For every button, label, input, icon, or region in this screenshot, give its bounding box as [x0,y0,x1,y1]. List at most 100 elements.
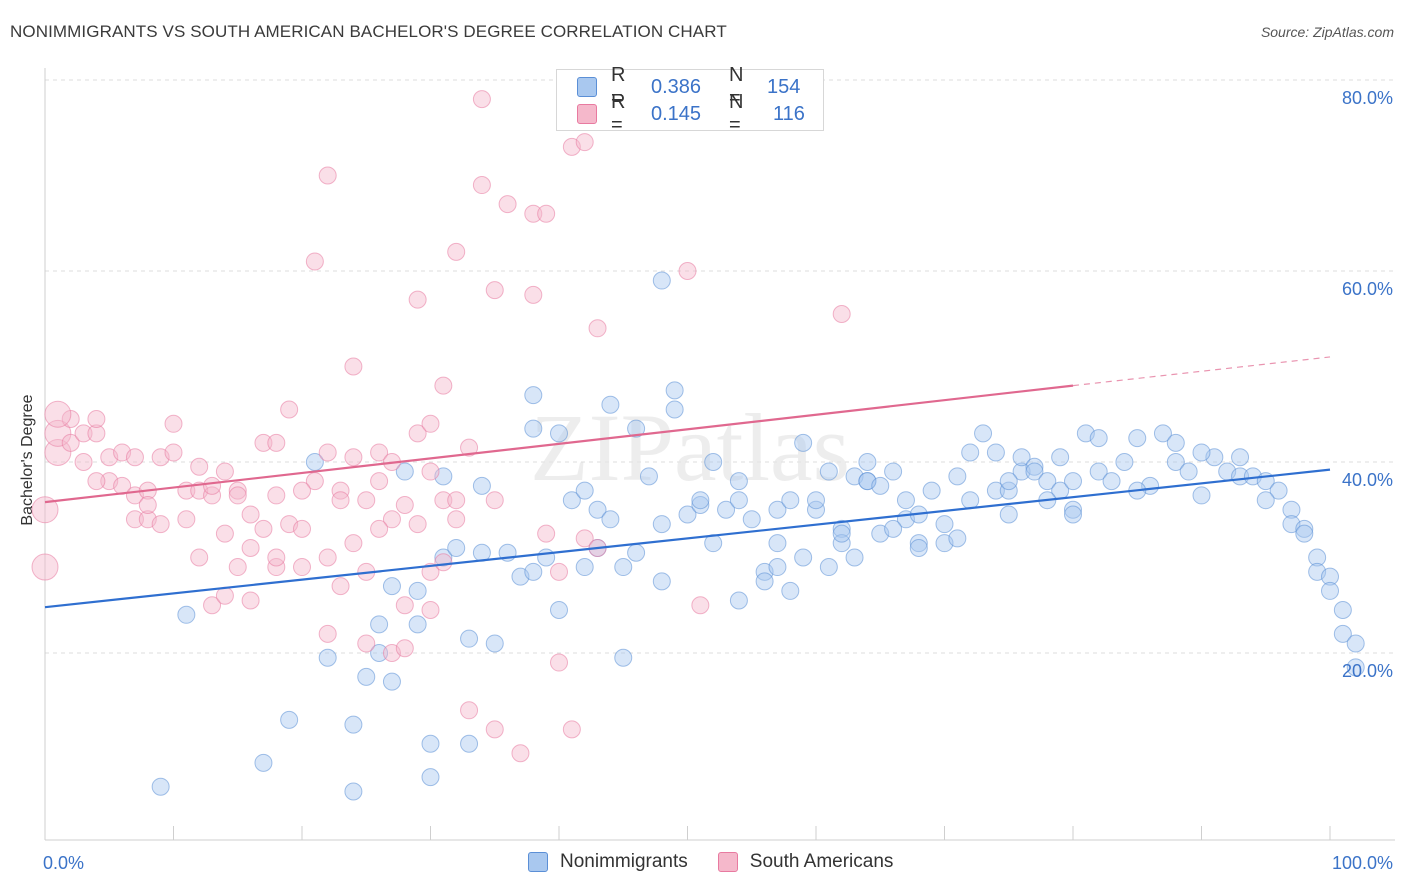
point-south-americans [485,720,504,739]
point-nonimmigrants [999,472,1018,491]
point-south-americans [421,601,440,620]
point-south-americans [434,376,453,395]
trend-line-south-americans-extension [1072,356,1331,387]
watermark: ZIPatlas [530,394,850,501]
point-nonimmigrants [729,491,748,510]
point-south-americans [203,486,222,505]
point-south-americans [267,433,286,452]
legend-item-south-americans[interactable]: South Americans [717,851,893,873]
point-nonimmigrants [781,581,800,600]
legend-row-nonimmigrants: R = 0.386 N = 154 [577,64,801,109]
point-nonimmigrants [896,491,915,510]
point-south-americans [31,553,59,581]
point-nonimmigrants [948,467,967,486]
point-south-americans [460,701,479,720]
point-nonimmigrants [382,577,401,596]
point-nonimmigrants [717,500,736,519]
point-south-americans [524,204,543,223]
point-south-americans [228,481,247,500]
series-nonimmigrants [151,271,1365,801]
point-south-americans [447,510,466,529]
point-south-americans [575,133,594,152]
point-south-americans [357,634,376,653]
point-south-americans [434,553,453,572]
point-nonimmigrants [408,581,427,600]
point-nonimmigrants [858,453,877,471]
point-nonimmigrants [370,615,389,634]
point-nonimmigrants [524,386,543,405]
point-nonimmigrants [1256,491,1275,510]
series-legend: Nonimmigrants South Americans [528,851,923,873]
trend-line-nonimmigrants [44,468,1331,609]
legend-swatch-south-americans [717,852,738,872]
point-south-americans [254,433,273,452]
point-nonimmigrants [1166,453,1185,471]
point-nonimmigrants [909,534,928,553]
y-tick-label: 60.0% [1342,279,1393,299]
point-south-americans [537,204,556,223]
point-nonimmigrants [421,734,440,753]
point-nonimmigrants [1025,462,1044,481]
point-nonimmigrants [151,777,170,796]
point-south-americans [331,491,350,510]
point-south-americans [550,562,568,581]
point-nonimmigrants [575,481,594,500]
tick-labels: 20.0% 40.0% 60.0% 80.0% 0.0% 100.0% [43,88,1393,873]
point-south-americans [318,624,337,643]
point-nonimmigrants [318,648,337,667]
point-nonimmigrants [382,672,401,691]
r-value: 0.145 [651,102,702,125]
point-nonimmigrants [742,510,761,529]
point-nonimmigrants [1333,624,1352,643]
point-south-americans [190,457,209,476]
point-south-americans [74,453,93,471]
point-nonimmigrants [884,462,903,481]
point-nonimmigrants [1192,443,1211,462]
point-south-americans [203,476,222,495]
point-nonimmigrants [1333,601,1352,620]
point-south-americans [485,491,504,510]
r-label: R = [611,64,626,109]
point-nonimmigrants [832,524,851,543]
x-tick-label: 0.0% [43,853,84,873]
chart-title: NONIMMIGRANTS VS SOUTH AMERICAN BACHELOR… [10,22,727,41]
point-nonimmigrants [601,510,620,529]
point-south-americans [228,558,247,577]
point-south-americans [331,481,350,500]
point-south-americans [447,242,466,261]
point-south-americans [408,290,427,309]
point-nonimmigrants [1064,505,1082,524]
point-south-americans [562,720,581,739]
n-value: 154 [767,75,801,98]
y-tick-label: 40.0% [1342,470,1393,490]
point-nonimmigrants [485,634,504,653]
point-south-americans [550,653,568,672]
point-south-americans [344,534,363,553]
legend-row-south-americans: R = 0.145 N = 116 [577,91,805,136]
point-nonimmigrants [524,562,543,581]
point-south-americans [254,519,273,538]
point-south-americans [293,558,311,577]
point-nonimmigrants [807,491,825,510]
point-nonimmigrants [678,505,697,524]
point-nonimmigrants [614,558,633,577]
point-nonimmigrants [1282,500,1301,519]
point-nonimmigrants [691,495,710,514]
point-nonimmigrants [254,753,273,772]
point-nonimmigrants [1295,524,1314,543]
point-south-americans [164,443,183,462]
point-nonimmigrants [177,605,196,624]
point-nonimmigrants [1115,453,1134,471]
point-south-americans [460,438,479,457]
point-south-americans [511,744,530,763]
point-south-americans [31,496,59,524]
point-south-americans [434,491,453,510]
point-south-americans [318,443,337,462]
point-nonimmigrants [832,519,851,538]
point-south-americans [832,304,851,323]
y-tick-label: 80.0% [1342,88,1393,108]
legend-item-nonimmigrants[interactable]: Nonimmigrants [528,851,688,873]
point-nonimmigrants [1321,581,1339,600]
point-south-americans [241,591,260,610]
